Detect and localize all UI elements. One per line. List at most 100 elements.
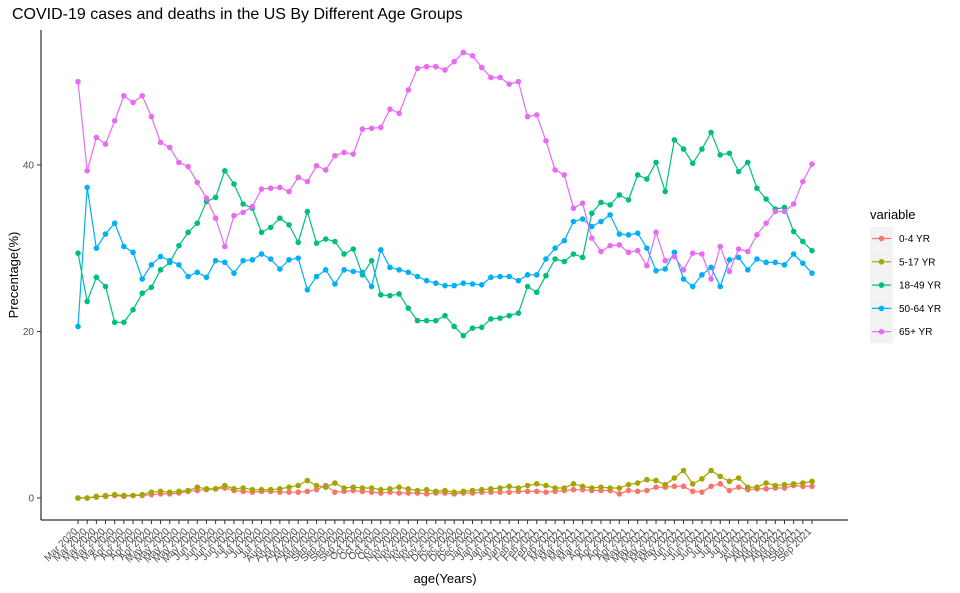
data-point	[258, 186, 265, 192]
data-point	[286, 188, 292, 195]
data-point	[497, 485, 503, 491]
data-point	[350, 484, 357, 490]
data-point	[75, 495, 81, 501]
data-point	[552, 485, 558, 491]
data-point	[809, 270, 815, 276]
data-point	[433, 488, 439, 495]
data-point	[570, 486, 577, 493]
series-line	[77, 187, 813, 327]
data-point	[800, 238, 806, 245]
data-point	[405, 490, 412, 496]
data-point	[240, 201, 246, 207]
data-point	[478, 324, 485, 331]
data-point	[726, 150, 733, 157]
data-point	[176, 262, 182, 268]
data-point	[423, 277, 430, 284]
data-point	[157, 139, 164, 146]
data-point	[267, 486, 274, 493]
data-point	[726, 268, 733, 275]
legend-point	[878, 305, 885, 312]
data-point	[350, 151, 357, 157]
data-point	[570, 481, 577, 487]
data-point	[277, 486, 283, 492]
data-point	[341, 267, 347, 273]
data-point	[304, 477, 311, 484]
data-point	[139, 92, 146, 99]
data-point	[506, 81, 513, 87]
data-point	[203, 486, 210, 492]
data-point	[139, 276, 146, 282]
data-point	[680, 276, 687, 282]
data-point	[231, 486, 237, 492]
data-point	[277, 266, 283, 272]
data-point	[414, 273, 421, 280]
data-point	[524, 113, 531, 120]
data-point	[267, 224, 274, 231]
data-point	[166, 257, 173, 264]
data-point	[231, 181, 237, 187]
data-point	[102, 141, 109, 147]
data-point	[102, 231, 109, 237]
data-point	[708, 264, 714, 271]
data-point	[405, 305, 412, 311]
data-point	[249, 257, 256, 263]
data-point	[423, 317, 430, 324]
data-point	[552, 256, 558, 262]
data-point	[634, 172, 641, 178]
data-point	[377, 292, 384, 298]
data-point	[166, 489, 173, 495]
data-point	[809, 478, 815, 485]
data-point	[689, 488, 696, 495]
data-point	[488, 74, 494, 81]
data-point	[460, 332, 467, 339]
data-point	[717, 152, 724, 158]
legend-point	[878, 282, 885, 288]
data-point	[102, 493, 109, 500]
data-point	[84, 184, 90, 191]
data-point	[689, 160, 696, 167]
data-point	[506, 483, 513, 490]
data-point	[148, 284, 155, 291]
data-point	[634, 247, 641, 254]
data-point	[671, 137, 678, 143]
data-point	[350, 268, 357, 275]
data-point	[561, 237, 568, 244]
data-point	[166, 144, 173, 151]
data-point	[176, 242, 182, 249]
data-point	[111, 319, 118, 326]
data-point	[423, 491, 430, 497]
data-point	[387, 292, 393, 299]
data-point	[194, 179, 201, 186]
data-point	[790, 201, 797, 207]
legend-label: 5-17 YR	[899, 257, 936, 268]
data-point	[616, 231, 623, 237]
data-point	[469, 325, 476, 331]
data-point	[671, 475, 678, 481]
data-point	[460, 488, 467, 495]
data-point	[735, 168, 742, 175]
data-point	[726, 487, 733, 494]
data-point	[267, 256, 274, 262]
data-point	[524, 283, 531, 290]
data-point	[258, 251, 265, 257]
data-point	[405, 87, 412, 93]
data-point	[460, 280, 467, 286]
data-point	[699, 476, 705, 482]
data-point	[313, 162, 320, 169]
data-point	[488, 316, 494, 322]
legend-label: 0-4 YR	[899, 234, 930, 245]
data-point	[689, 283, 696, 290]
data-point	[533, 488, 540, 495]
data-point	[478, 486, 485, 493]
data-point	[561, 172, 568, 178]
data-point	[222, 482, 228, 489]
data-point	[377, 124, 384, 131]
data-point	[185, 229, 191, 236]
data-point	[469, 53, 476, 59]
data-point	[625, 249, 632, 256]
data-point	[75, 323, 81, 330]
data-point	[332, 238, 338, 245]
data-point	[130, 249, 136, 256]
data-point	[451, 489, 457, 495]
data-point	[277, 215, 283, 222]
